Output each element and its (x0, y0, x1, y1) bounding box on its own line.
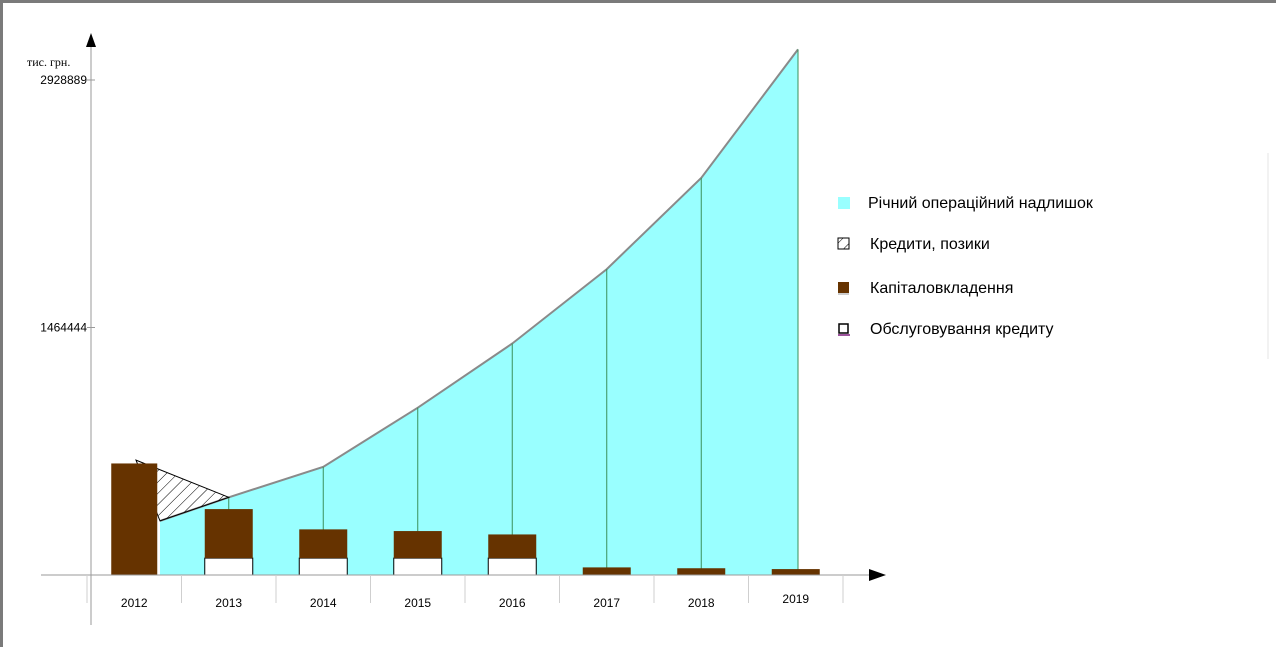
y-tick-label: 2928889 (40, 73, 87, 87)
x-tick-label: 2013 (215, 596, 242, 610)
x-axis-arrow (869, 569, 886, 581)
capital-investment-bar (111, 463, 158, 575)
capital-investment-bar (771, 569, 820, 575)
capital-investment-bar (204, 509, 253, 559)
legend-label: Капіталовкладення (870, 280, 1013, 297)
surplus-top-line (159, 48, 799, 522)
legend-swatch-surplus (838, 197, 850, 209)
capital-investment-bar (488, 534, 537, 559)
x-tick-label: 2017 (593, 596, 620, 610)
x-tick-label: 2014 (310, 596, 337, 610)
capital-investment-bar (677, 568, 726, 575)
surplus-area (160, 49, 798, 575)
y-axis-arrow (86, 33, 96, 47)
capital-investment-bar (299, 529, 348, 559)
legend-swatch-loans (837, 237, 850, 250)
x-tick-label: 2018 (688, 596, 715, 610)
credit-service-bar (487, 557, 537, 576)
capital-investment-bar (393, 531, 442, 559)
credit-service-bar (204, 557, 254, 576)
capital-investment-bar (582, 567, 631, 575)
legend-swatch-service (838, 323, 849, 334)
x-tick-label: 2012 (121, 596, 148, 610)
credit-service-bar (393, 557, 443, 576)
credit-service-bar (298, 557, 348, 576)
x-tick-label: 2015 (404, 596, 431, 610)
legend-label: Кредити, позики (870, 236, 990, 253)
chart-canvas: 2928889 1464444 тис. грн. 2012 2013 2014 2015 2… (27, 33, 1269, 625)
legend-label: Обслуговування кредиту (870, 321, 1054, 338)
y-unit-label: тис. грн. (27, 55, 70, 69)
legend-swatch-capital (838, 282, 849, 293)
x-tick-label: 2016 (499, 596, 526, 610)
x-tick-label: 2019 (782, 592, 809, 606)
legend-label: Річний операційний надлишок (868, 195, 1094, 212)
y-tick-label: 1464444 (40, 321, 87, 335)
